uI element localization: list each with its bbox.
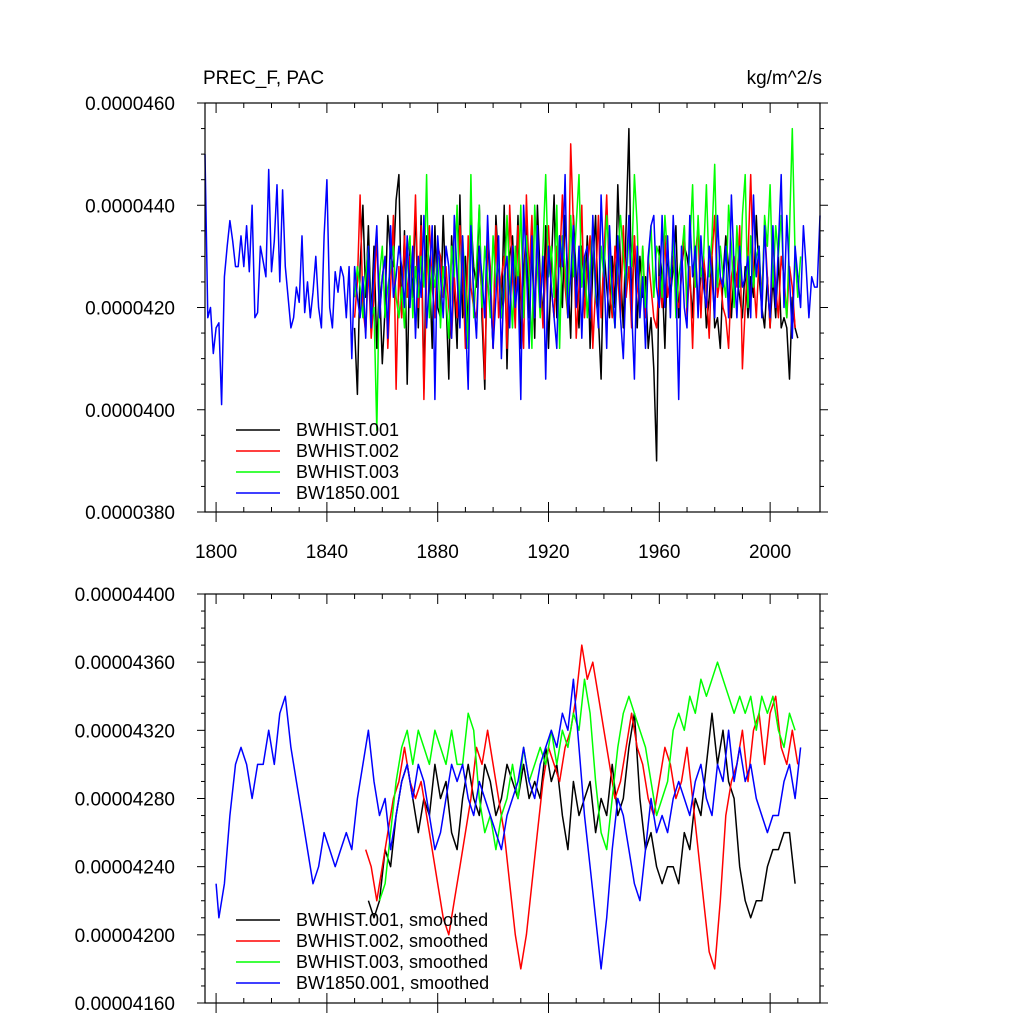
y-tick-label: 0.00004320: [75, 721, 175, 742]
legend-label-3: BWHIST.003, smoothed: [296, 952, 488, 972]
top-title-left: PREC_F, PAC: [203, 68, 324, 89]
x-tick-label: 1960: [638, 542, 680, 563]
y-tick-label: 0.00004280: [75, 790, 175, 811]
series-line-4: [204, 154, 821, 406]
legend-label-4: BW1850.001: [296, 483, 400, 503]
series-line-3: [378, 661, 796, 901]
x-tick-label: 1920: [527, 542, 569, 563]
y-tick-label: 0.00004160: [75, 994, 175, 1015]
y-tick-label: 0.0000420: [85, 299, 175, 320]
top-panel: PREC_F, PAC kg/m^2/s 1800 1840 1880 1920 196…: [85, 68, 828, 563]
legend-label-1: BWHIST.001: [296, 420, 399, 440]
y-tick-label: 0.00004200: [75, 926, 175, 947]
series-line-2: [364, 644, 799, 970]
y-tick-label: 0.0000380: [85, 503, 175, 524]
y-tick-label: 0.0000400: [85, 401, 175, 422]
legend-label-3: BWHIST.003: [296, 462, 399, 482]
x-tick-label: 1840: [306, 542, 348, 563]
legend-label-1: BWHIST.001, smoothed: [296, 910, 488, 930]
x-tick-label: 2000: [749, 542, 791, 563]
legend-label-2: BWHIST.002, smoothed: [296, 931, 488, 951]
legend-label-2: BWHIST.002: [296, 441, 399, 461]
y-tick-label: 0.00004400: [75, 585, 175, 606]
x-tick-label: 1800: [195, 542, 237, 563]
top-title-right: kg/m^2/s: [747, 68, 822, 89]
series-line-4: [215, 678, 802, 970]
x-tick-label: 1880: [417, 542, 459, 563]
y-tick-label: 0.0000440: [85, 196, 175, 217]
y-tick-label: 0.00004240: [75, 858, 175, 879]
y-tick-label: 0.0000460: [85, 94, 175, 115]
legend-label-4: BW1850.001, smoothed: [296, 973, 489, 993]
series-line-1: [367, 712, 796, 919]
y-tick-label: 0.00004360: [75, 653, 175, 674]
bottom-panel: 0.00004160 0.00004200 0.00004240 0.00004280…: [75, 585, 828, 1015]
